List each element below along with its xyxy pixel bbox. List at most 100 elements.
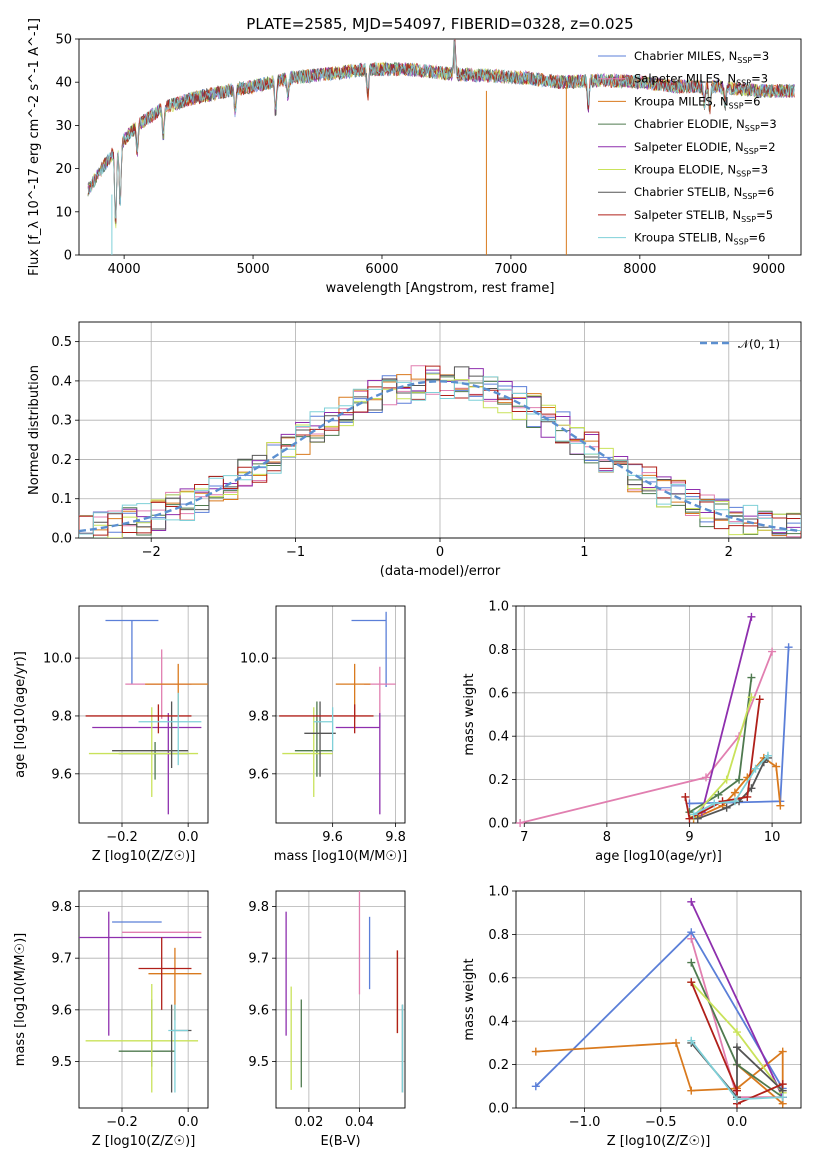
y-tick-label: 10 (55, 205, 72, 220)
weight-point-marker (722, 803, 731, 812)
weight-point-marker (531, 1047, 540, 1056)
x-tick-label: 9000 (752, 262, 785, 277)
x-axis-label: Z [log10(Z/Z☉)] (607, 1134, 711, 1149)
mass_vs_EBV-frame (275, 890, 406, 1109)
weight-series-line (519, 651, 773, 823)
y-tick-label: 9.6 (248, 1003, 269, 1018)
weight-point-marker (702, 773, 710, 782)
y-tick-label: 10.0 (240, 652, 269, 667)
weight-series-line (535, 930, 784, 1089)
weight-point-marker (693, 814, 702, 823)
y-tick-label: 20 (55, 162, 72, 177)
y-tick-label: 9.8 (248, 900, 269, 915)
y-tick-label: 50 (55, 33, 72, 48)
x-tick-label: 0.04 (345, 1115, 374, 1130)
mass_vs_Z-frame (78, 890, 209, 1109)
y-tick-label: 0.8 (488, 928, 509, 943)
weight-point-marker (778, 1047, 787, 1056)
histogram-step (79, 376, 801, 538)
x-tick-label: −0.5 (645, 1115, 677, 1130)
weight-point-marker (685, 814, 694, 823)
y-tick-label: 9.6 (51, 767, 72, 782)
y-tick-label: 1.0 (488, 600, 509, 615)
normal-reference-curve (79, 380, 801, 533)
massweight_vs_Z-grid (516, 890, 801, 1109)
x-tick-label: −0.2 (106, 830, 138, 845)
y-tick-label: 0.2 (488, 1058, 509, 1073)
y-tick-label: 0.0 (51, 532, 72, 547)
legend-label: Salpeter STELIB, NSSP=5 (634, 208, 773, 224)
y-tick-label: 9.8 (51, 900, 72, 915)
y-tick-label: 9.5 (248, 1055, 269, 1070)
weight-point-marker (747, 693, 756, 702)
x-tick-label: −1 (286, 545, 305, 560)
x-tick-label: 7000 (494, 262, 527, 277)
x-axis-label: E(B-V) (320, 1134, 360, 1149)
y-tick-label: 0.2 (488, 773, 509, 788)
x-tick-label: 8000 (623, 262, 656, 277)
residuals-frame (78, 321, 802, 539)
y-tick-label: 0.0 (488, 1102, 509, 1117)
y-tick-label: 0.1 (51, 492, 72, 507)
weight-point-marker (735, 775, 744, 784)
y-axis-label: mass weight (462, 673, 477, 755)
x-tick-label: −1.0 (569, 1115, 601, 1130)
weight-point-marker (672, 1038, 681, 1047)
y-tick-label: 30 (55, 119, 72, 134)
y-axis-label: age [log10(age/yr)] (13, 651, 28, 778)
mass_vs_EBV-grid (276, 891, 405, 1108)
age_vs_mass-frame (275, 605, 406, 824)
x-tick-label: 4000 (108, 262, 141, 277)
weight-point-marker (732, 1086, 741, 1095)
weight-point-marker (687, 958, 696, 967)
y-tick-label: 1.0 (488, 885, 509, 900)
y-tick-label: 9.8 (248, 709, 269, 724)
weight-point-marker (730, 797, 739, 806)
y-tick-label: 9.5 (51, 1055, 72, 1070)
spectrum-frame (78, 38, 802, 256)
x-tick-label: 9.8 (385, 830, 406, 845)
weight-series-line (535, 1041, 784, 1106)
weight-point-marker (778, 1080, 787, 1089)
x-axis-label: Z [log10(Z/Z☉)] (92, 1134, 196, 1149)
weight-point-marker (743, 792, 752, 801)
weight-point-marker (772, 762, 781, 771)
weight-point-marker (751, 764, 760, 773)
x-tick-label: 0.0 (178, 1115, 199, 1130)
x-tick-label: 9.6 (322, 830, 343, 845)
weight-series-line (701, 616, 753, 813)
x-tick-label: 0.0 (727, 1115, 748, 1130)
spectrum-series-line (87, 39, 795, 229)
legend-label: 𝒩(0, 1) (738, 337, 780, 351)
legend-label: Chabrier ELODIE, NSSP=3 (634, 117, 777, 133)
y-tick-label: 9.8 (51, 709, 72, 724)
x-tick-label: 8 (603, 830, 611, 845)
weight-point-marker (732, 1028, 741, 1037)
massweight_vs_Z-frame (515, 890, 802, 1109)
x-tick-label: −0.2 (106, 1115, 138, 1130)
x-axis-label: mass [log10(M/M☉)] (274, 849, 407, 864)
weight-point-marker (687, 1086, 696, 1095)
weight-series-line (689, 677, 753, 813)
spectrum-series-line (87, 41, 795, 219)
weight-point-marker (687, 934, 696, 943)
weight-point-marker (747, 612, 756, 621)
x-axis-label: wavelength [Angstrom, rest frame] (326, 281, 555, 296)
age_vs_Z-grid (79, 606, 208, 823)
weight-point-marker (681, 792, 690, 801)
y-tick-label: 0.2 (51, 453, 72, 468)
residuals-grid (79, 322, 801, 539)
y-tick-label: 0.4 (488, 1015, 509, 1030)
weight-point-marker (732, 1095, 741, 1104)
y-tick-label: 0.5 (51, 335, 72, 350)
weight-point-marker (755, 695, 764, 704)
y-tick-label: 9.6 (248, 767, 269, 782)
y-axis-label: Normed distribution (27, 365, 42, 495)
weight-point-marker (689, 810, 698, 819)
legend-label: Salpeter MILES, NSSP=3 (634, 72, 768, 88)
x-tick-label: −2 (142, 545, 161, 560)
plots-layer: 4000 5000 6000 7000 8000 900001020304050wavel… (13, 18, 802, 1149)
y-tick-label: 9.6 (51, 1003, 72, 1018)
x-tick-label: 5000 (237, 262, 270, 277)
